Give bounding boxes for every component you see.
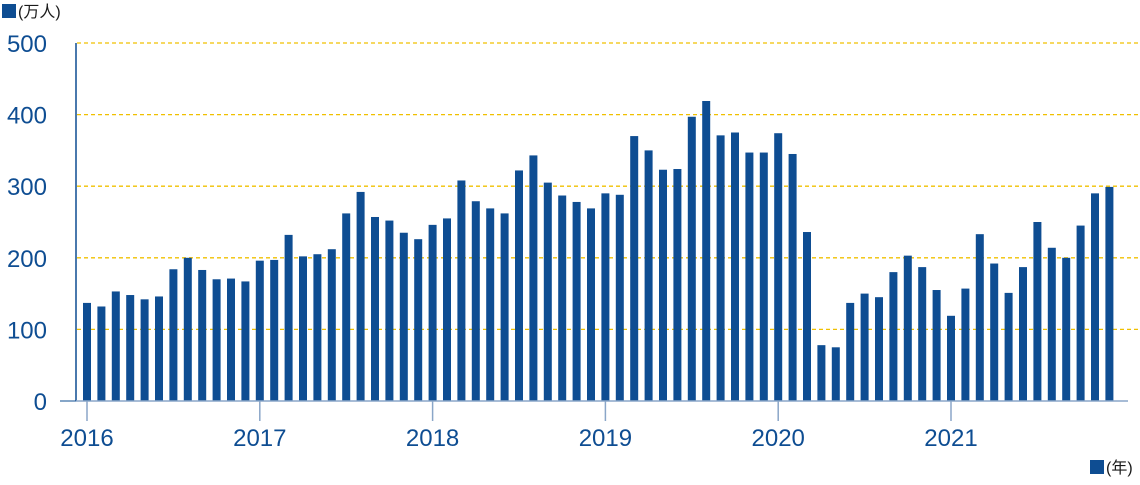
bar: [975, 234, 984, 401]
x-tick-labels: 2016 2017 2018 2019 2020 2021: [60, 401, 978, 452]
bar: [155, 296, 163, 401]
bar: [702, 100, 711, 401]
bar: [745, 152, 754, 401]
bar: [83, 302, 91, 401]
bar: [990, 263, 999, 401]
bar: [500, 213, 509, 401]
bar: [385, 220, 394, 401]
bar: [889, 272, 898, 401]
bar: [198, 269, 207, 401]
bar: [875, 297, 883, 401]
bar: [774, 133, 783, 401]
bar: [558, 195, 567, 401]
y-tick-label: 0: [34, 389, 47, 416]
bar: [1105, 186, 1114, 401]
bar: [587, 208, 595, 401]
bar: [543, 182, 552, 401]
bar: [399, 232, 408, 401]
bar: [759, 152, 768, 401]
bar: [443, 218, 451, 401]
bar: [428, 224, 437, 401]
y-tick-label: 300: [7, 174, 47, 201]
bar: [1033, 222, 1042, 401]
x-unit-legend-swatch: [1090, 460, 1104, 474]
bar: [327, 249, 336, 401]
bar: [731, 132, 739, 401]
bar: [932, 290, 941, 401]
bar: [644, 150, 653, 401]
gridlines: [77, 42, 1140, 331]
x-unit-label: (年): [1106, 459, 1133, 477]
bar: [471, 201, 480, 401]
bar: [659, 169, 667, 401]
bar: [1047, 247, 1056, 401]
y-unit-label: (万人): [18, 3, 61, 21]
bar: [515, 170, 523, 401]
bar: [212, 279, 221, 401]
bar: [486, 208, 495, 401]
bar: [918, 267, 927, 401]
bar: [803, 232, 811, 401]
bar: [1091, 193, 1099, 401]
bar: [903, 255, 912, 401]
bar: [1019, 267, 1027, 401]
bar: [299, 256, 307, 401]
bar: [572, 201, 581, 401]
x-tick-label: 2021: [924, 425, 977, 452]
bar: [126, 295, 135, 401]
bar: [457, 180, 466, 401]
bar: [371, 216, 379, 401]
bar: [183, 257, 192, 401]
bar: [831, 347, 840, 401]
bar: [601, 193, 610, 401]
bar: [414, 239, 423, 401]
x-tick-label: 2020: [752, 425, 805, 452]
bar: [673, 169, 682, 401]
bar: [860, 293, 869, 401]
bar: [630, 136, 639, 401]
bar: [687, 116, 696, 402]
bar: [846, 302, 855, 401]
bar: [313, 254, 322, 401]
x-tick-label: 2016: [60, 425, 113, 452]
bar: [140, 299, 149, 401]
axes: [60, 43, 1128, 402]
bar: [255, 260, 264, 401]
y-unit-legend: (万人): [2, 3, 61, 21]
bar: [111, 291, 120, 401]
bar: [961, 288, 970, 401]
bars: [83, 100, 1114, 402]
y-tick-label: 500: [7, 31, 47, 58]
x-tick-label: 2017: [233, 425, 286, 452]
y-unit-legend-swatch: [2, 4, 16, 18]
y-tick-labels: 0 100 200 300 400 500: [7, 31, 47, 416]
x-tick-label: 2018: [406, 425, 459, 452]
bar: [716, 135, 725, 401]
bar: [270, 259, 279, 401]
bar: [241, 281, 250, 401]
bar: [227, 278, 235, 401]
x-unit-legend: (年): [1090, 459, 1133, 477]
bar: [169, 269, 178, 401]
x-tick-label: 2019: [579, 425, 632, 452]
bar: [529, 155, 538, 401]
y-tick-label: 400: [7, 103, 47, 130]
bar: [947, 315, 955, 401]
y-tick-label: 200: [7, 246, 47, 273]
y-tick-label: 100: [7, 317, 47, 344]
bar: [788, 153, 797, 401]
bar: [1076, 225, 1085, 401]
bar: [817, 345, 826, 401]
bar: [1004, 292, 1013, 401]
bar: [342, 213, 351, 401]
bar: [97, 306, 106, 401]
bar: [284, 234, 293, 401]
bar: [615, 194, 624, 401]
bar: [356, 191, 365, 401]
bar: [1062, 257, 1071, 401]
